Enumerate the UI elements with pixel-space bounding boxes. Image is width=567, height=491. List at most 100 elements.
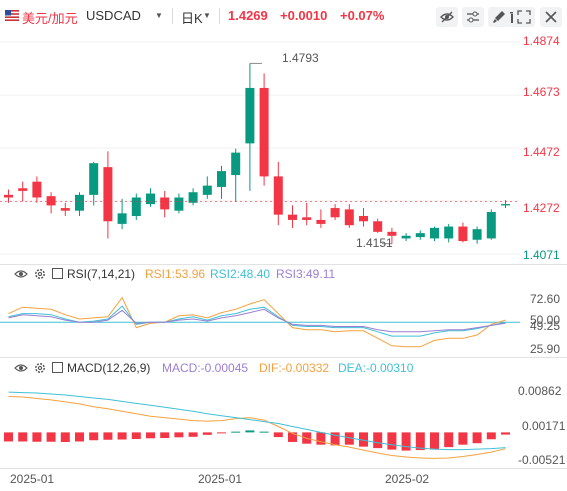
toolbar-separator xyxy=(172,8,173,24)
macd-bar xyxy=(316,432,326,445)
timeframe-selector[interactable]: 日K xyxy=(181,11,203,26)
expand-icon[interactable] xyxy=(513,7,535,27)
macd-bar xyxy=(344,432,354,445)
toolbar-separator xyxy=(219,8,220,24)
macd-bar xyxy=(160,432,170,439)
candle-body xyxy=(89,163,99,195)
eye-icon[interactable] xyxy=(14,268,28,280)
candle-body xyxy=(160,197,170,210)
rsi-chart[interactable] xyxy=(0,284,520,354)
sliders-icon[interactable] xyxy=(462,7,484,27)
eye-slash-icon[interactable] xyxy=(436,7,458,27)
rsi2-value: RSI2:48.40 xyxy=(210,267,271,281)
macd-bar xyxy=(245,430,255,433)
candle-body xyxy=(458,226,468,242)
eye-icon[interactable] xyxy=(14,362,28,374)
macd-bar xyxy=(174,432,184,438)
macd-bar xyxy=(430,432,439,450)
candle-body xyxy=(217,171,226,187)
brush-icon[interactable] xyxy=(488,7,510,27)
candle-body xyxy=(75,194,84,211)
macd-bar xyxy=(117,432,127,440)
candle-body xyxy=(472,229,482,240)
macd-bar xyxy=(202,432,212,435)
rsi-axis-label: 50.00 xyxy=(530,313,561,327)
candle-body xyxy=(288,214,297,220)
macd-bar xyxy=(32,432,42,442)
macd-axis-label: 0.00171 xyxy=(522,419,566,433)
candle-body xyxy=(188,192,198,203)
gear-icon[interactable] xyxy=(34,268,46,280)
checkbox-icon[interactable] xyxy=(52,268,63,279)
candle-body xyxy=(359,215,368,222)
macd-bar xyxy=(401,432,411,451)
pair-name[interactable]: 美元/加元 xyxy=(22,11,78,26)
rsi1-value: RSI1:53.96 xyxy=(145,267,206,281)
macd-bar xyxy=(486,432,496,440)
candle-body xyxy=(131,197,141,216)
date-label: 2025-02 xyxy=(385,472,430,486)
macd-bar xyxy=(444,432,454,448)
macd-axis-label: -0.00521 xyxy=(518,453,566,467)
date-axis-line xyxy=(0,468,567,469)
chart-toolbar: 美元/加元 USDCAD ▼ 日K ▼ 1.4269 +0.0010 +0.07… xyxy=(0,0,567,34)
candle-body xyxy=(415,233,425,238)
macd-bar xyxy=(501,432,510,435)
macd-line-dea xyxy=(8,391,506,451)
candle-body xyxy=(501,204,510,206)
macd-line-dif xyxy=(8,396,506,459)
symbol-selector[interactable]: USDCAD xyxy=(86,8,141,23)
candle-body xyxy=(103,167,113,222)
rsi-axis-label: 25.90 xyxy=(530,342,561,356)
rsi-axis-label: 72.60 xyxy=(530,292,561,306)
macd-bar xyxy=(217,432,226,434)
macd-value: MACD:-0.00045 xyxy=(162,361,249,375)
pane-divider xyxy=(0,264,567,265)
candle-body xyxy=(231,152,241,176)
pane-divider xyxy=(0,357,567,358)
candle-body xyxy=(46,196,56,206)
candle-body xyxy=(259,87,269,177)
rsi-line-rsi2 xyxy=(8,305,506,337)
macd-bar xyxy=(103,432,113,440)
macd-bar xyxy=(131,432,141,440)
candle-body xyxy=(316,219,326,224)
macd-axis-label: 0.00862 xyxy=(518,384,562,398)
candle-body xyxy=(401,235,411,239)
macd-bar xyxy=(288,432,297,442)
checkbox-icon[interactable] xyxy=(52,362,63,373)
candle-body xyxy=(18,188,28,191)
chevron-down-icon[interactable]: ▼ xyxy=(155,11,163,20)
macd-bar xyxy=(273,432,283,438)
candle-body xyxy=(273,176,283,215)
macd-bar xyxy=(18,432,28,442)
macd-bar xyxy=(4,432,13,442)
macd-bar xyxy=(373,432,383,449)
close-icon[interactable] xyxy=(540,7,562,27)
macd-bar xyxy=(146,432,155,439)
candlestick-chart[interactable] xyxy=(0,34,520,264)
flag-icon xyxy=(5,10,19,21)
macd-bar xyxy=(458,432,468,445)
candle-body xyxy=(4,194,13,198)
candle-body xyxy=(444,226,454,239)
candle-body xyxy=(146,193,155,205)
rsi-title: RSI(7,14,21) xyxy=(67,267,136,281)
gear-icon[interactable] xyxy=(34,362,46,374)
macd-bar xyxy=(415,432,425,451)
price-change: +0.0010 xyxy=(280,8,328,23)
low-price-annotation: 1.4151 xyxy=(356,236,393,250)
date-label: 2025-01 xyxy=(198,472,243,486)
macd-bar xyxy=(89,432,99,441)
macd-bar xyxy=(387,432,397,450)
chevron-down-icon[interactable]: ▼ xyxy=(203,11,211,20)
macd-bar xyxy=(359,432,368,447)
candle-body xyxy=(387,231,397,236)
rsi-line-rsi3 xyxy=(8,308,506,333)
price-axis-label: 1.4673 xyxy=(523,85,560,99)
macd-bar xyxy=(330,432,340,446)
rsi3-value: RSI3:49.11 xyxy=(276,267,336,281)
macd-chart[interactable] xyxy=(0,376,520,468)
candle-body xyxy=(430,227,439,239)
price-axis-label: 1.4874 xyxy=(523,34,560,48)
